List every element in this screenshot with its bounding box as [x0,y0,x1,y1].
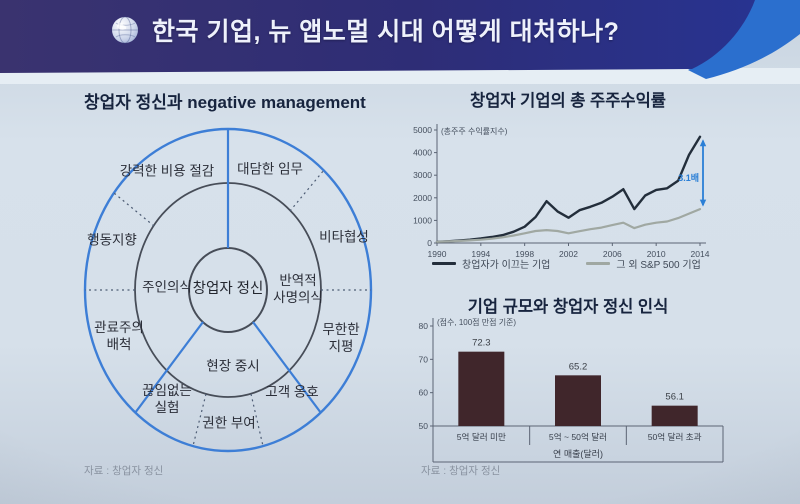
svg-text:(총주주 수익률지수): (총주주 수익률지수) [441,126,508,136]
header-banner: 한국 기업, 뉴 앱노멀 시대 어떻게 대처하나? [0,0,800,84]
svg-text:50억 달러 초과: 50억 달러 초과 [648,431,702,442]
wheel-label-empowerment: 권한 부여 [202,415,256,431]
svg-text:80: 80 [419,321,429,331]
wheel-label-unlimited-horizon: 무한한 지평 [322,322,360,354]
globe-icon [112,16,138,44]
svg-text:1990: 1990 [428,249,447,259]
header-swoosh [688,0,800,79]
size-bar-chart: (점수, 100점 만점 기준) 50 60 70 80 72.3 5억 달러 미만 65.2… [419,317,724,463]
wheel-label-cost-cutting: 강력한 비용 절감 [119,163,215,179]
wheel-source: 자료 : 창업자 정신 [84,465,164,477]
svg-text:1998: 1998 [515,249,534,259]
wheel-geometry [83,127,373,453]
svg-text:65.2: 65.2 [569,361,588,372]
svg-text:2014: 2014 [691,249,710,259]
svg-text:72.3: 72.3 [472,338,491,349]
svg-text:연 매출(달러): 연 매출(달러) [553,448,603,459]
wheel-label-action-oriented: 행동지향 [87,232,137,248]
wheel-label-uncompromising: 비타협성 [319,229,369,245]
svg-text:1994: 1994 [471,249,490,259]
bar-chart-title: 기업 규모와 창업자 정신 인식 [467,298,669,316]
svg-text:4000: 4000 [413,148,432,158]
wheel-label-center: 창업자 정신 [192,280,264,297]
svg-text:1000: 1000 [413,215,432,225]
svg-text:(점수, 100점 만점 기준): (점수, 100점 만점 기준) [437,317,516,327]
svg-text:5억 달러 미만: 5억 달러 미만 [457,431,506,442]
svg-text:56.1: 56.1 [665,392,684,403]
svg-text:2010: 2010 [647,249,666,259]
legend-item-sp500: 그 외 S&P 500 기업 [586,256,701,271]
slide-title: 한국 기업, 뉴 앱노멀 시대 어떻게 대처하나? [152,18,620,46]
tsr-line-chart: 0 1000 2000 3000 4000 5000 1990 1994 1998 2002 200… [413,124,710,259]
legend-swatch-sp500 [586,262,611,265]
founder-mentality-wheel-diagram: 강력한 비용 절감 대담한 임무 비타협성 행동지향 주인의식 창업자 정신 반… [55,118,400,466]
wheel-label-insurgent-mission: 반역적 사명의식 [273,273,323,305]
dotted-dividers [85,169,371,447]
header-underline-strip [0,68,800,84]
wheel-title: 창업자 정신과 negative management [84,93,366,112]
svg-text:50: 50 [419,421,429,431]
svg-text:2006: 2006 [603,249,622,259]
legend-label-sp500: 그 외 S&P 500 기업 [616,260,701,271]
svg-text:5000: 5000 [413,125,432,135]
svg-text:0: 0 [427,238,432,248]
legend-swatch-founder [432,262,456,265]
svg-text:2002: 2002 [559,249,578,259]
svg-text:70: 70 [419,354,429,364]
wheel-label-endless-experiment: 끊임없는 실험 [142,383,192,415]
header-background [0,0,800,84]
svg-text:3.1배: 3.1배 [678,172,699,183]
wheel-label-bold-mission: 대담한 임무 [237,161,303,177]
legend-item-founder-led: 창업자가 이끄는 기업 [432,256,550,271]
divider-bottom-left [134,321,204,414]
tsr-legend: 창업자가 이끄는 기업 그 외 S&P 500 기업 [432,256,701,271]
header-content: 한국 기업, 뉴 앱노멀 시대 어떻게 대처하나? [110,12,619,48]
svg-text:5억 ~ 50억 달러: 5억 ~ 50억 달러 [549,431,607,442]
svg-text:3000: 3000 [413,170,432,180]
legend-label-founder: 창업자가 이끄는 기업 [462,260,551,271]
svg-text:60: 60 [419,388,429,398]
svg-text:2000: 2000 [413,193,432,203]
divider-bottom-right [252,321,322,414]
wheel-label-owner-mindset: 주인의식 [142,279,192,295]
wheel-label-bureaucracy-rejection: 관료주의 배척 [94,320,144,352]
tsr-chart-title: 창업자 기업의 총 주주수익률 [470,92,666,110]
wheel-label-customer-advocacy: 고객 옹호 [265,384,319,400]
wheel-label-field-focus: 현장 중시 [206,358,260,374]
bar-chart-source: 자료 : 창업자 정신 [421,465,501,477]
